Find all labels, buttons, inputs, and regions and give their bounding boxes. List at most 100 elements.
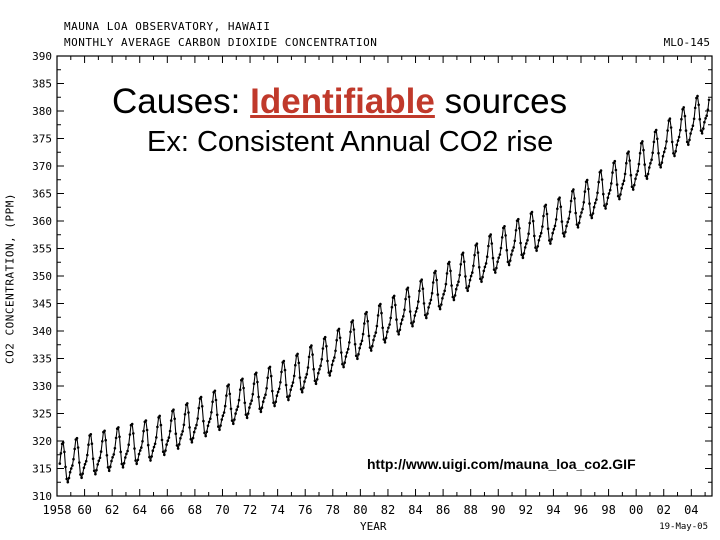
co2-monthly-point — [137, 452, 141, 456]
co2-monthly-point — [427, 306, 430, 309]
co2-monthly-point — [417, 300, 420, 303]
co2-monthly-point — [691, 124, 695, 127]
co2-monthly-point — [429, 298, 433, 302]
co2-monthly-point — [442, 292, 445, 296]
co2-monthly-point — [605, 202, 608, 206]
co2-monthly-point — [97, 459, 101, 463]
co2-monthly-point — [341, 362, 344, 366]
co2-monthly-point — [228, 392, 232, 396]
x-tick-label: 00 — [629, 503, 643, 517]
co2-monthly-point — [436, 293, 440, 296]
co2-monthly-point — [550, 237, 553, 241]
co2-monthly-point — [699, 129, 703, 132]
co2-monthly-point — [89, 433, 93, 436]
co2-monthly-point — [444, 282, 448, 286]
co2-monthly-point — [342, 365, 345, 369]
co2-monthly-point — [567, 217, 571, 220]
y-tick-label: 325 — [32, 408, 52, 421]
co2-monthly-point — [412, 320, 416, 323]
co2-monthly-point — [84, 459, 88, 463]
co2-monthly-point — [698, 117, 702, 121]
co2-monthly-point — [402, 315, 405, 318]
co2-monthly-point — [665, 140, 668, 143]
co2-monthly-point — [388, 323, 391, 326]
co2-monthly-point — [549, 242, 552, 245]
y-tick-label: 345 — [32, 298, 52, 311]
co2-monthly-point — [544, 203, 548, 207]
co2-monthly-point — [440, 303, 443, 306]
co2-monthly-point — [248, 406, 251, 409]
co2-monthly-point — [531, 219, 535, 223]
co2-monthly-point — [636, 169, 640, 173]
co2-monthly-point — [291, 381, 295, 384]
co2-monthly-point — [576, 226, 580, 229]
co2-monthly-point — [166, 439, 170, 443]
co2-monthly-point — [104, 438, 107, 442]
co2-monthly-point — [644, 174, 648, 178]
co2-monthly-point — [410, 321, 413, 325]
co2-monthly-point — [190, 440, 194, 444]
co2-monthly-point — [334, 349, 337, 353]
co2-monthly-point — [297, 361, 301, 365]
co2-monthly-point — [238, 388, 242, 392]
co2-monthly-point — [579, 215, 582, 218]
co2-monthly-point — [319, 364, 322, 368]
co2-monthly-point — [525, 242, 528, 245]
co2-monthly-point — [649, 162, 652, 165]
co2-monthly-point — [466, 289, 470, 293]
co2-monthly-point — [303, 380, 306, 383]
co2-monthly-point — [596, 191, 599, 195]
co2-monthly-point — [194, 426, 197, 430]
co2-monthly-point — [656, 137, 659, 141]
co2-monthly-point — [472, 264, 475, 268]
co2-monthly-point — [505, 248, 509, 252]
co2-monthly-point — [530, 210, 534, 214]
co2-monthly-point — [327, 371, 331, 374]
co2-monthly-point — [92, 469, 96, 473]
co2-monthly-point — [283, 368, 287, 372]
co2-monthly-point — [435, 278, 439, 282]
co2-monthly-point — [670, 140, 674, 144]
co2-monthly-point — [298, 376, 302, 379]
co2-monthly-point — [587, 187, 590, 191]
co2-monthly-point — [219, 424, 222, 427]
co2-monthly-point — [546, 227, 550, 230]
co2-monthly-point — [199, 395, 203, 399]
co2-monthly-point — [195, 423, 198, 427]
co2-monthly-point — [149, 459, 152, 462]
co2-monthly-point — [581, 207, 584, 211]
co2-monthly-point — [614, 168, 618, 172]
co2-monthly-point — [497, 256, 501, 260]
co2-monthly-point — [186, 402, 189, 405]
co2-monthly-point — [430, 291, 434, 295]
co2-monthly-point — [422, 302, 426, 305]
co2-monthly-point — [696, 94, 699, 98]
x-tick-label: 82 — [381, 503, 395, 517]
co2-monthly-point — [456, 283, 459, 287]
co2-monthly-point — [494, 271, 497, 274]
co2-monthly-point — [331, 359, 335, 363]
co2-monthly-point — [492, 268, 496, 271]
co2-monthly-point — [467, 284, 471, 288]
co2-monthly-point — [256, 380, 259, 384]
co2-monthly-point — [265, 387, 268, 390]
co2-monthly-point — [382, 338, 386, 341]
co2-monthly-point — [141, 440, 144, 443]
co2-monthly-point — [631, 188, 635, 191]
co2-monthly-point — [437, 304, 441, 308]
co2-monthly-point — [387, 326, 390, 330]
co2-monthly-point — [426, 312, 429, 315]
co2-monthly-point — [300, 390, 304, 394]
co2-monthly-point — [365, 310, 368, 314]
co2-monthly-point — [210, 411, 213, 414]
co2-monthly-point — [260, 406, 264, 409]
co2-monthly-point — [374, 331, 378, 334]
co2-monthly-point — [96, 463, 99, 466]
co2-monthly-point — [608, 188, 612, 192]
co2-monthly-point — [222, 411, 226, 414]
co2-monthly-point — [535, 249, 538, 252]
co2-monthly-point — [458, 273, 462, 277]
co2-monthly-point — [76, 446, 80, 449]
co2-monthly-point — [620, 186, 623, 190]
co2-monthly-point — [558, 196, 561, 199]
